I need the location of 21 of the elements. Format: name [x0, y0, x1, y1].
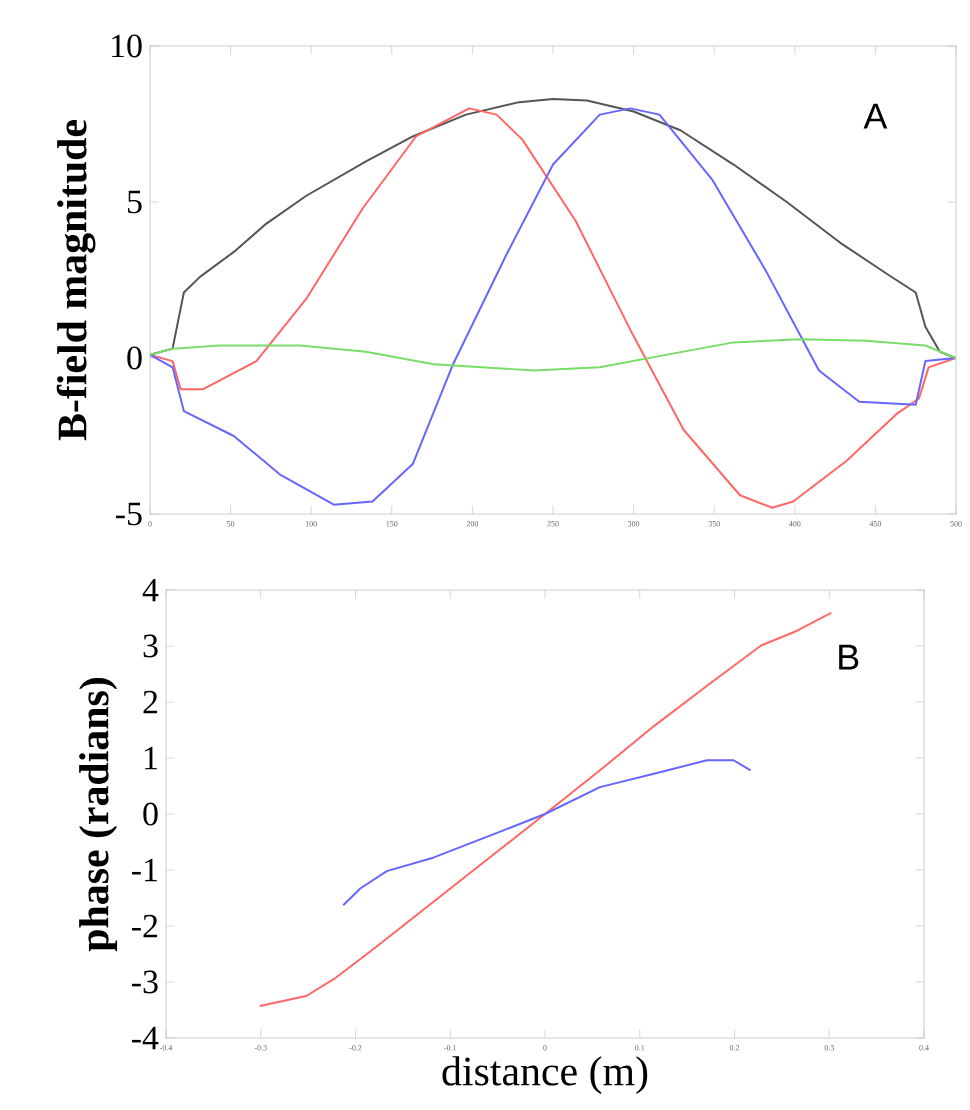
y-tick-label: 3	[143, 634, 158, 658]
y-axis-title: phase (radians)	[79, 678, 118, 952]
annotation: A	[863, 103, 888, 129]
y-tick-label: 0	[143, 802, 158, 826]
y-tick-label: 0	[127, 346, 142, 370]
y-tick-label: 1	[144, 746, 157, 770]
line-series	[150, 338, 957, 372]
y-tick-label: -2	[131, 914, 158, 938]
x-axis-title: distance (m)	[442, 1056, 648, 1095]
y-tick-label: 2	[143, 690, 158, 714]
y-tick-label: 4	[142, 578, 159, 602]
y-tick-label: -5	[115, 502, 142, 526]
y-tick-label: -4	[131, 1026, 159, 1050]
y-tick-label: 10	[112, 34, 142, 58]
annotation: B	[839, 644, 859, 670]
y-axis-title: B-field magnitude	[56, 120, 96, 441]
y-tick-label: -3	[131, 970, 158, 994]
line-series	[258, 611, 833, 1008]
y-tick-label: 5	[127, 190, 142, 214]
line-series	[342, 759, 752, 907]
y-tick-label: -1	[131, 858, 157, 882]
